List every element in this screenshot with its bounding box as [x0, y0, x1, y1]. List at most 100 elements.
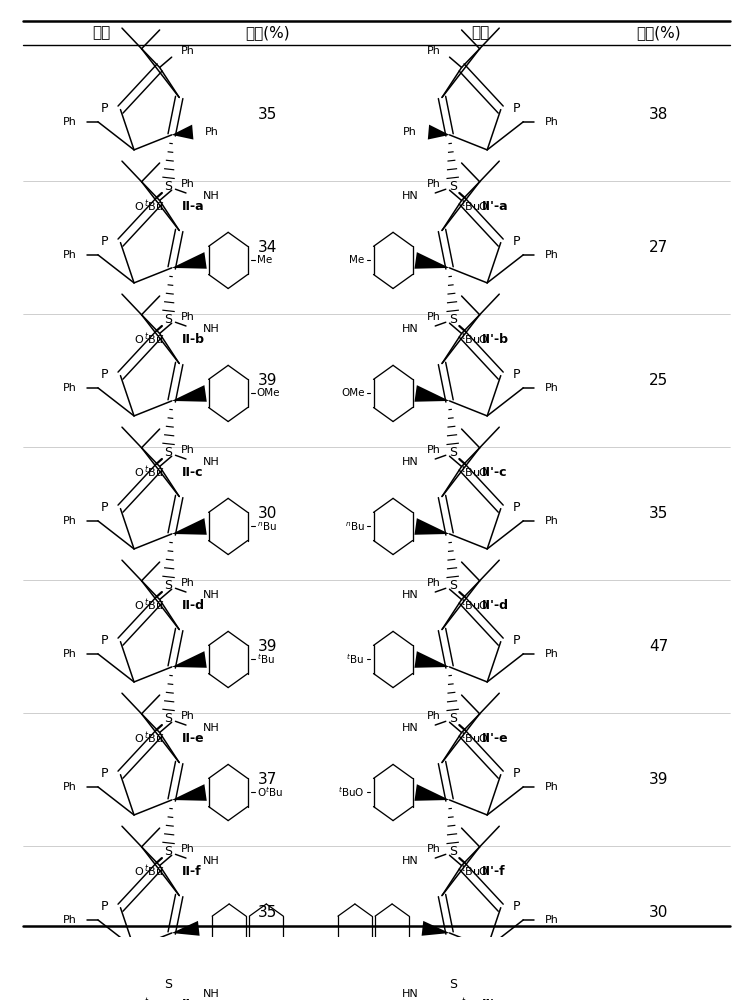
- Text: P: P: [513, 501, 520, 514]
- Text: $^t$Bu: $^t$Bu: [461, 464, 480, 480]
- Text: 38: 38: [649, 107, 669, 122]
- Text: O$^t$Bu: O$^t$Bu: [257, 786, 283, 799]
- Text: II-d: II-d: [181, 599, 205, 612]
- Text: S: S: [164, 313, 172, 326]
- Text: S: S: [164, 978, 172, 991]
- Text: 34: 34: [258, 240, 277, 255]
- Text: Ph: Ph: [427, 46, 441, 56]
- Text: HN: HN: [402, 989, 419, 999]
- Text: $^n$Bu: $^n$Bu: [257, 520, 276, 533]
- Text: Ph: Ph: [181, 312, 194, 322]
- Text: 47: 47: [649, 639, 669, 654]
- Text: Ph: Ph: [181, 578, 194, 588]
- Text: 39: 39: [649, 772, 669, 787]
- Text: HN: HN: [402, 856, 419, 866]
- Text: S: S: [164, 180, 172, 193]
- Text: II-g: II-g: [181, 998, 205, 1000]
- Text: Ph: Ph: [403, 127, 416, 137]
- Text: II-b: II-b: [181, 333, 205, 346]
- Text: P: P: [101, 767, 108, 780]
- Polygon shape: [172, 784, 207, 801]
- Polygon shape: [414, 784, 450, 801]
- Text: NH: NH: [203, 723, 219, 733]
- Text: $^t$Bu̅: $^t$Bu̅: [145, 464, 164, 480]
- Polygon shape: [172, 125, 194, 140]
- Text: Ph: Ph: [427, 711, 441, 721]
- Text: P: P: [513, 368, 520, 381]
- Text: NH: NH: [203, 590, 219, 600]
- Text: 35: 35: [649, 506, 669, 521]
- Text: Ph: Ph: [181, 179, 194, 189]
- Polygon shape: [172, 651, 207, 668]
- Text: 产率(%): 产率(%): [636, 25, 681, 40]
- Text: II'-e: II'-e: [482, 732, 508, 745]
- Text: 35: 35: [258, 107, 277, 122]
- Text: Ph: Ph: [544, 516, 558, 526]
- Text: O: O: [478, 734, 487, 744]
- Text: Me: Me: [349, 255, 364, 265]
- Text: Ph: Ph: [181, 445, 194, 455]
- Polygon shape: [428, 125, 450, 140]
- Text: O: O: [478, 468, 487, 478]
- Text: $^t$Bu: $^t$Bu: [461, 863, 480, 879]
- Text: NH: NH: [203, 856, 219, 866]
- Text: P: P: [513, 102, 520, 115]
- Text: 30: 30: [258, 506, 277, 521]
- Polygon shape: [172, 518, 207, 535]
- Text: P: P: [513, 235, 520, 248]
- Text: Ph: Ph: [427, 179, 441, 189]
- Text: Ph: Ph: [63, 782, 77, 792]
- Text: 产率(%): 产率(%): [245, 25, 290, 40]
- Text: NH: NH: [203, 457, 219, 467]
- Text: II'-c: II'-c: [482, 466, 508, 479]
- Text: Ph: Ph: [427, 578, 441, 588]
- Polygon shape: [422, 921, 450, 936]
- Text: $^t$Bu: $^t$Bu: [461, 331, 480, 347]
- Text: Ph: Ph: [427, 312, 441, 322]
- Text: HN: HN: [402, 723, 419, 733]
- Text: P: P: [513, 634, 520, 647]
- Text: $^t$Bu̅: $^t$Bu̅: [145, 198, 164, 214]
- Text: O: O: [478, 335, 487, 345]
- Text: $^t$Bu̅: $^t$Bu̅: [145, 996, 164, 1000]
- Text: Ph: Ph: [544, 383, 558, 393]
- Text: OMe: OMe: [341, 388, 364, 398]
- Text: O: O: [478, 202, 487, 212]
- Text: S: S: [450, 712, 457, 725]
- Text: $^t$Bu: $^t$Bu: [461, 597, 480, 613]
- Text: 产物: 产物: [93, 25, 111, 40]
- Text: O: O: [134, 867, 143, 877]
- Text: P: P: [101, 634, 108, 647]
- Text: II-c: II-c: [181, 466, 203, 479]
- Text: NH: NH: [203, 989, 219, 999]
- Text: Ph: Ph: [544, 782, 558, 792]
- Text: II-a: II-a: [181, 200, 204, 213]
- Text: P: P: [101, 501, 108, 514]
- Polygon shape: [172, 252, 207, 269]
- Text: Ph: Ph: [63, 649, 77, 659]
- Text: Ph: Ph: [63, 516, 77, 526]
- Text: P: P: [101, 235, 108, 248]
- Text: II'-f: II'-f: [482, 865, 505, 878]
- Text: S: S: [164, 579, 172, 592]
- Text: Ph: Ph: [181, 711, 194, 721]
- Text: Ph: Ph: [181, 844, 194, 854]
- Text: II-e: II-e: [181, 732, 204, 745]
- Text: 35: 35: [258, 905, 277, 920]
- Text: II'-d: II'-d: [482, 599, 509, 612]
- Text: HN: HN: [402, 324, 419, 334]
- Text: II-f: II-f: [181, 865, 201, 878]
- Text: II'-g: II'-g: [482, 998, 509, 1000]
- Text: HN: HN: [402, 457, 419, 467]
- Text: Ph: Ph: [63, 250, 77, 260]
- Text: 产物: 产物: [471, 25, 489, 40]
- Text: O: O: [134, 335, 143, 345]
- Text: S: S: [164, 446, 172, 459]
- Text: Ph: Ph: [427, 844, 441, 854]
- Text: Ph: Ph: [63, 117, 77, 127]
- Text: $^t$Bu: $^t$Bu: [461, 996, 480, 1000]
- Polygon shape: [414, 518, 450, 535]
- Text: S: S: [164, 712, 172, 725]
- Text: O: O: [134, 601, 143, 611]
- Text: Ph: Ph: [181, 46, 194, 56]
